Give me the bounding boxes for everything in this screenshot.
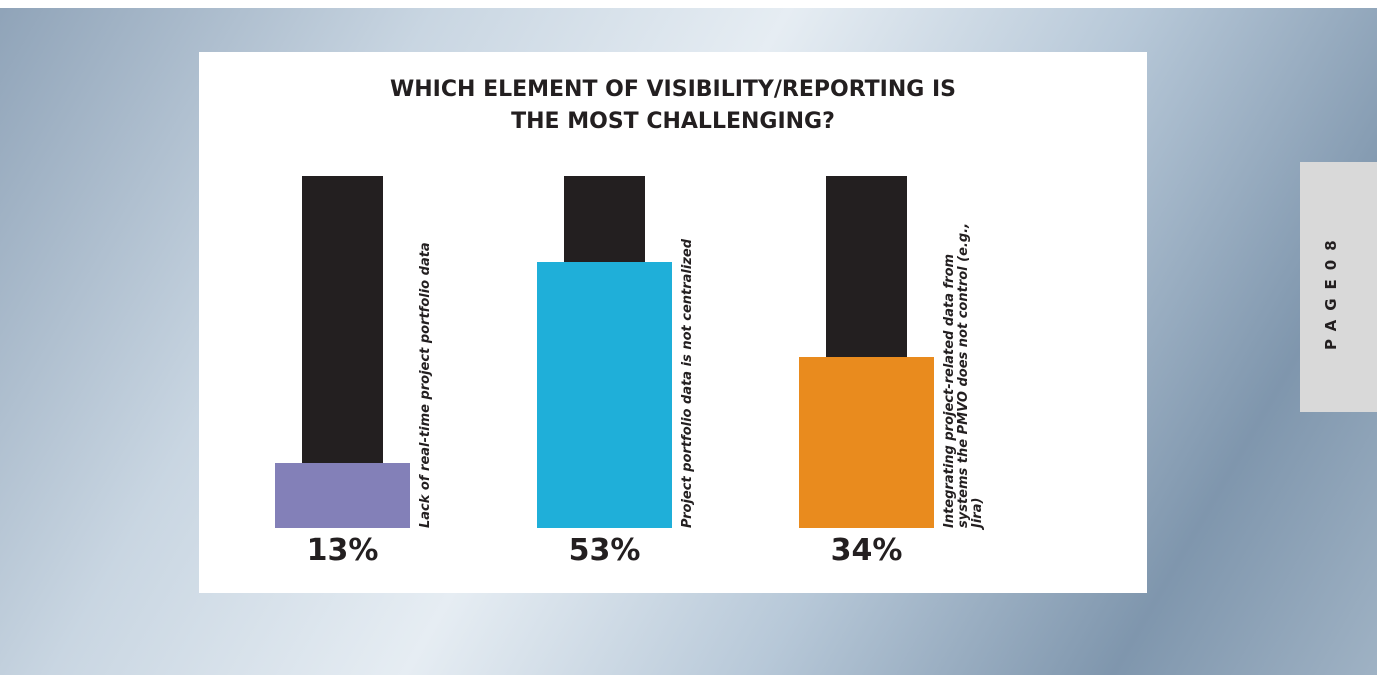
value-label: 53% [525,533,685,568]
bar [275,463,410,528]
page-label: PAGE08 [1322,231,1340,350]
value-label: 13% [263,533,423,568]
chart-title: WHICH ELEMENT OF VISIBILITY/REPORTING IS… [373,74,973,138]
page-tab: PAGE08 [1300,162,1377,412]
category-label: Integrating project-related data from sy… [943,202,985,528]
chart-panel: WHICH ELEMENT OF VISIBILITY/REPORTING IS… [199,52,1147,593]
category-label: Lack of real-time project portfolio data [419,202,433,528]
category-label: Project portfolio data is not centralize… [681,202,695,528]
top-strip [0,0,1377,8]
value-label: 34% [787,533,947,568]
bar [537,262,672,528]
page: WHICH ELEMENT OF VISIBILITY/REPORTING IS… [0,0,1377,675]
bar [799,357,934,528]
